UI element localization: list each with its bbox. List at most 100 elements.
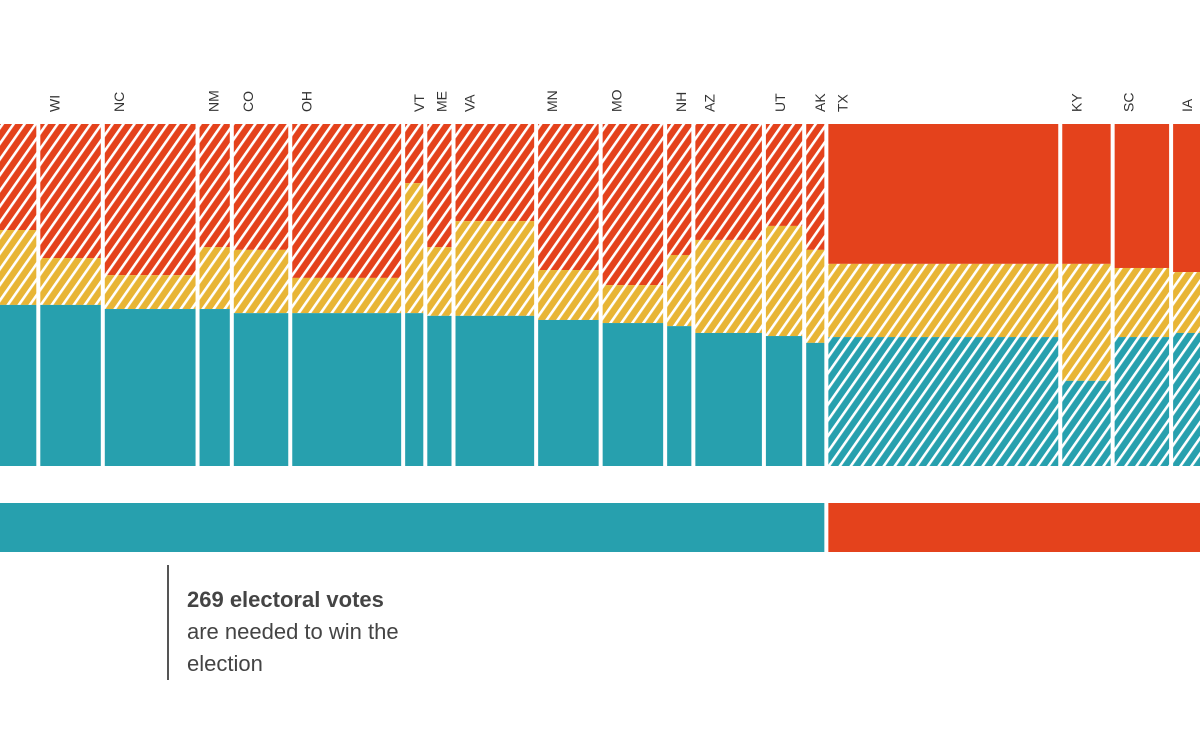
yellow-segment	[405, 183, 424, 314]
state-column-me	[427, 124, 452, 466]
blue-segment	[104, 309, 196, 466]
state-column-nh	[667, 124, 692, 466]
state-column-nm	[199, 124, 230, 466]
state-label: SC	[1121, 93, 1137, 112]
state-label: ME	[433, 91, 449, 112]
state-label: MN	[544, 90, 560, 112]
yellow-segment	[1062, 263, 1111, 381]
state-label: AZ	[701, 94, 717, 112]
state-label: UT	[772, 93, 788, 112]
yellow-segment	[40, 258, 101, 305]
blue-segment	[0, 304, 37, 466]
annotation-body: are needed to win the election	[187, 619, 399, 676]
state-column-oh	[292, 124, 402, 466]
state-label: WI	[46, 95, 62, 112]
totals-red-segment	[828, 503, 1200, 552]
blue-segment	[233, 313, 289, 466]
annotation-269: 269 electoral votes are needed to win th…	[167, 565, 467, 680]
state-label: OH	[298, 91, 314, 112]
red-segment	[538, 124, 599, 271]
totals-bar	[0, 503, 1200, 552]
yellow-segment	[765, 225, 803, 337]
blue-segment	[602, 323, 664, 466]
state-column-ky	[1062, 124, 1111, 466]
blue-segment	[828, 337, 1059, 466]
state-labels: WI NC NM CO OH VT ME VA MN MO NH AZ UT AK TX KY SC IA	[46, 89, 1195, 112]
yellow-segment	[828, 263, 1059, 338]
blue-segment	[1173, 332, 1200, 466]
state-label: NH	[673, 92, 689, 112]
blue-segment	[667, 326, 692, 466]
state-label: IA	[1179, 98, 1195, 112]
red-segment	[828, 124, 1059, 264]
yellow-segment	[455, 221, 535, 316]
blue-segment	[427, 315, 452, 466]
yellow-segment	[104, 275, 196, 310]
state-column-mo	[602, 124, 664, 466]
state-label: TX	[834, 93, 850, 112]
state-column-az	[695, 124, 762, 466]
state-column-co	[233, 124, 289, 466]
annotation-headline: 269 electoral votes	[187, 587, 384, 612]
blue-segment	[199, 309, 230, 466]
yellow-segment	[292, 277, 402, 314]
red-segment	[427, 124, 452, 248]
blue-segment	[292, 313, 402, 466]
yellow-segment	[667, 254, 692, 327]
yellow-segment	[199, 247, 230, 310]
red-segment	[455, 124, 535, 222]
red-segment	[667, 124, 692, 255]
blue-segment	[765, 336, 803, 466]
blue-segment	[405, 313, 424, 466]
yellow-segment	[602, 285, 664, 324]
state-column-ut	[765, 124, 803, 466]
blue-segment	[40, 304, 101, 466]
totals-blue-segment	[0, 503, 825, 552]
red-segment	[602, 124, 664, 286]
state-label: NM	[206, 90, 222, 112]
yellow-segment	[695, 239, 762, 333]
state-label: CO	[240, 91, 256, 112]
red-segment	[405, 124, 424, 184]
red-segment	[1173, 124, 1200, 273]
state-column-vt	[405, 124, 424, 466]
state-column-wi	[40, 124, 101, 466]
state-column-va	[455, 124, 535, 466]
blue-segment	[1062, 380, 1111, 466]
yellow-segment	[538, 270, 599, 320]
red-segment	[0, 124, 37, 231]
state-label: MO	[609, 89, 625, 112]
red-segment	[695, 124, 762, 240]
blue-segment	[538, 319, 599, 466]
yellow-segment	[1173, 272, 1200, 333]
yellow-segment	[806, 249, 825, 343]
state-columns	[0, 124, 1200, 466]
state-column-unlabeled	[0, 124, 37, 466]
blue-segment	[455, 315, 535, 466]
state-label: VA	[462, 94, 478, 112]
state-column-ia	[1173, 124, 1200, 466]
red-segment	[292, 124, 402, 278]
red-segment	[233, 124, 289, 250]
state-column-tx	[828, 124, 1059, 466]
yellow-segment	[427, 247, 452, 316]
state-label: NC	[111, 92, 127, 112]
yellow-segment	[0, 230, 37, 305]
yellow-segment	[233, 249, 289, 314]
red-segment	[104, 124, 196, 276]
state-label: KY	[1068, 93, 1084, 112]
red-segment	[1114, 124, 1170, 268]
state-column-ak	[806, 124, 825, 466]
red-segment	[806, 124, 825, 250]
state-label: VT	[411, 94, 427, 112]
state-column-mn	[538, 124, 599, 466]
red-segment	[765, 124, 803, 226]
red-segment	[1062, 124, 1111, 264]
blue-segment	[695, 332, 762, 466]
blue-segment	[806, 342, 825, 466]
state-label: AK	[812, 93, 828, 112]
blue-segment	[1114, 337, 1170, 466]
yellow-segment	[1114, 267, 1170, 338]
state-column-nc	[104, 124, 196, 466]
